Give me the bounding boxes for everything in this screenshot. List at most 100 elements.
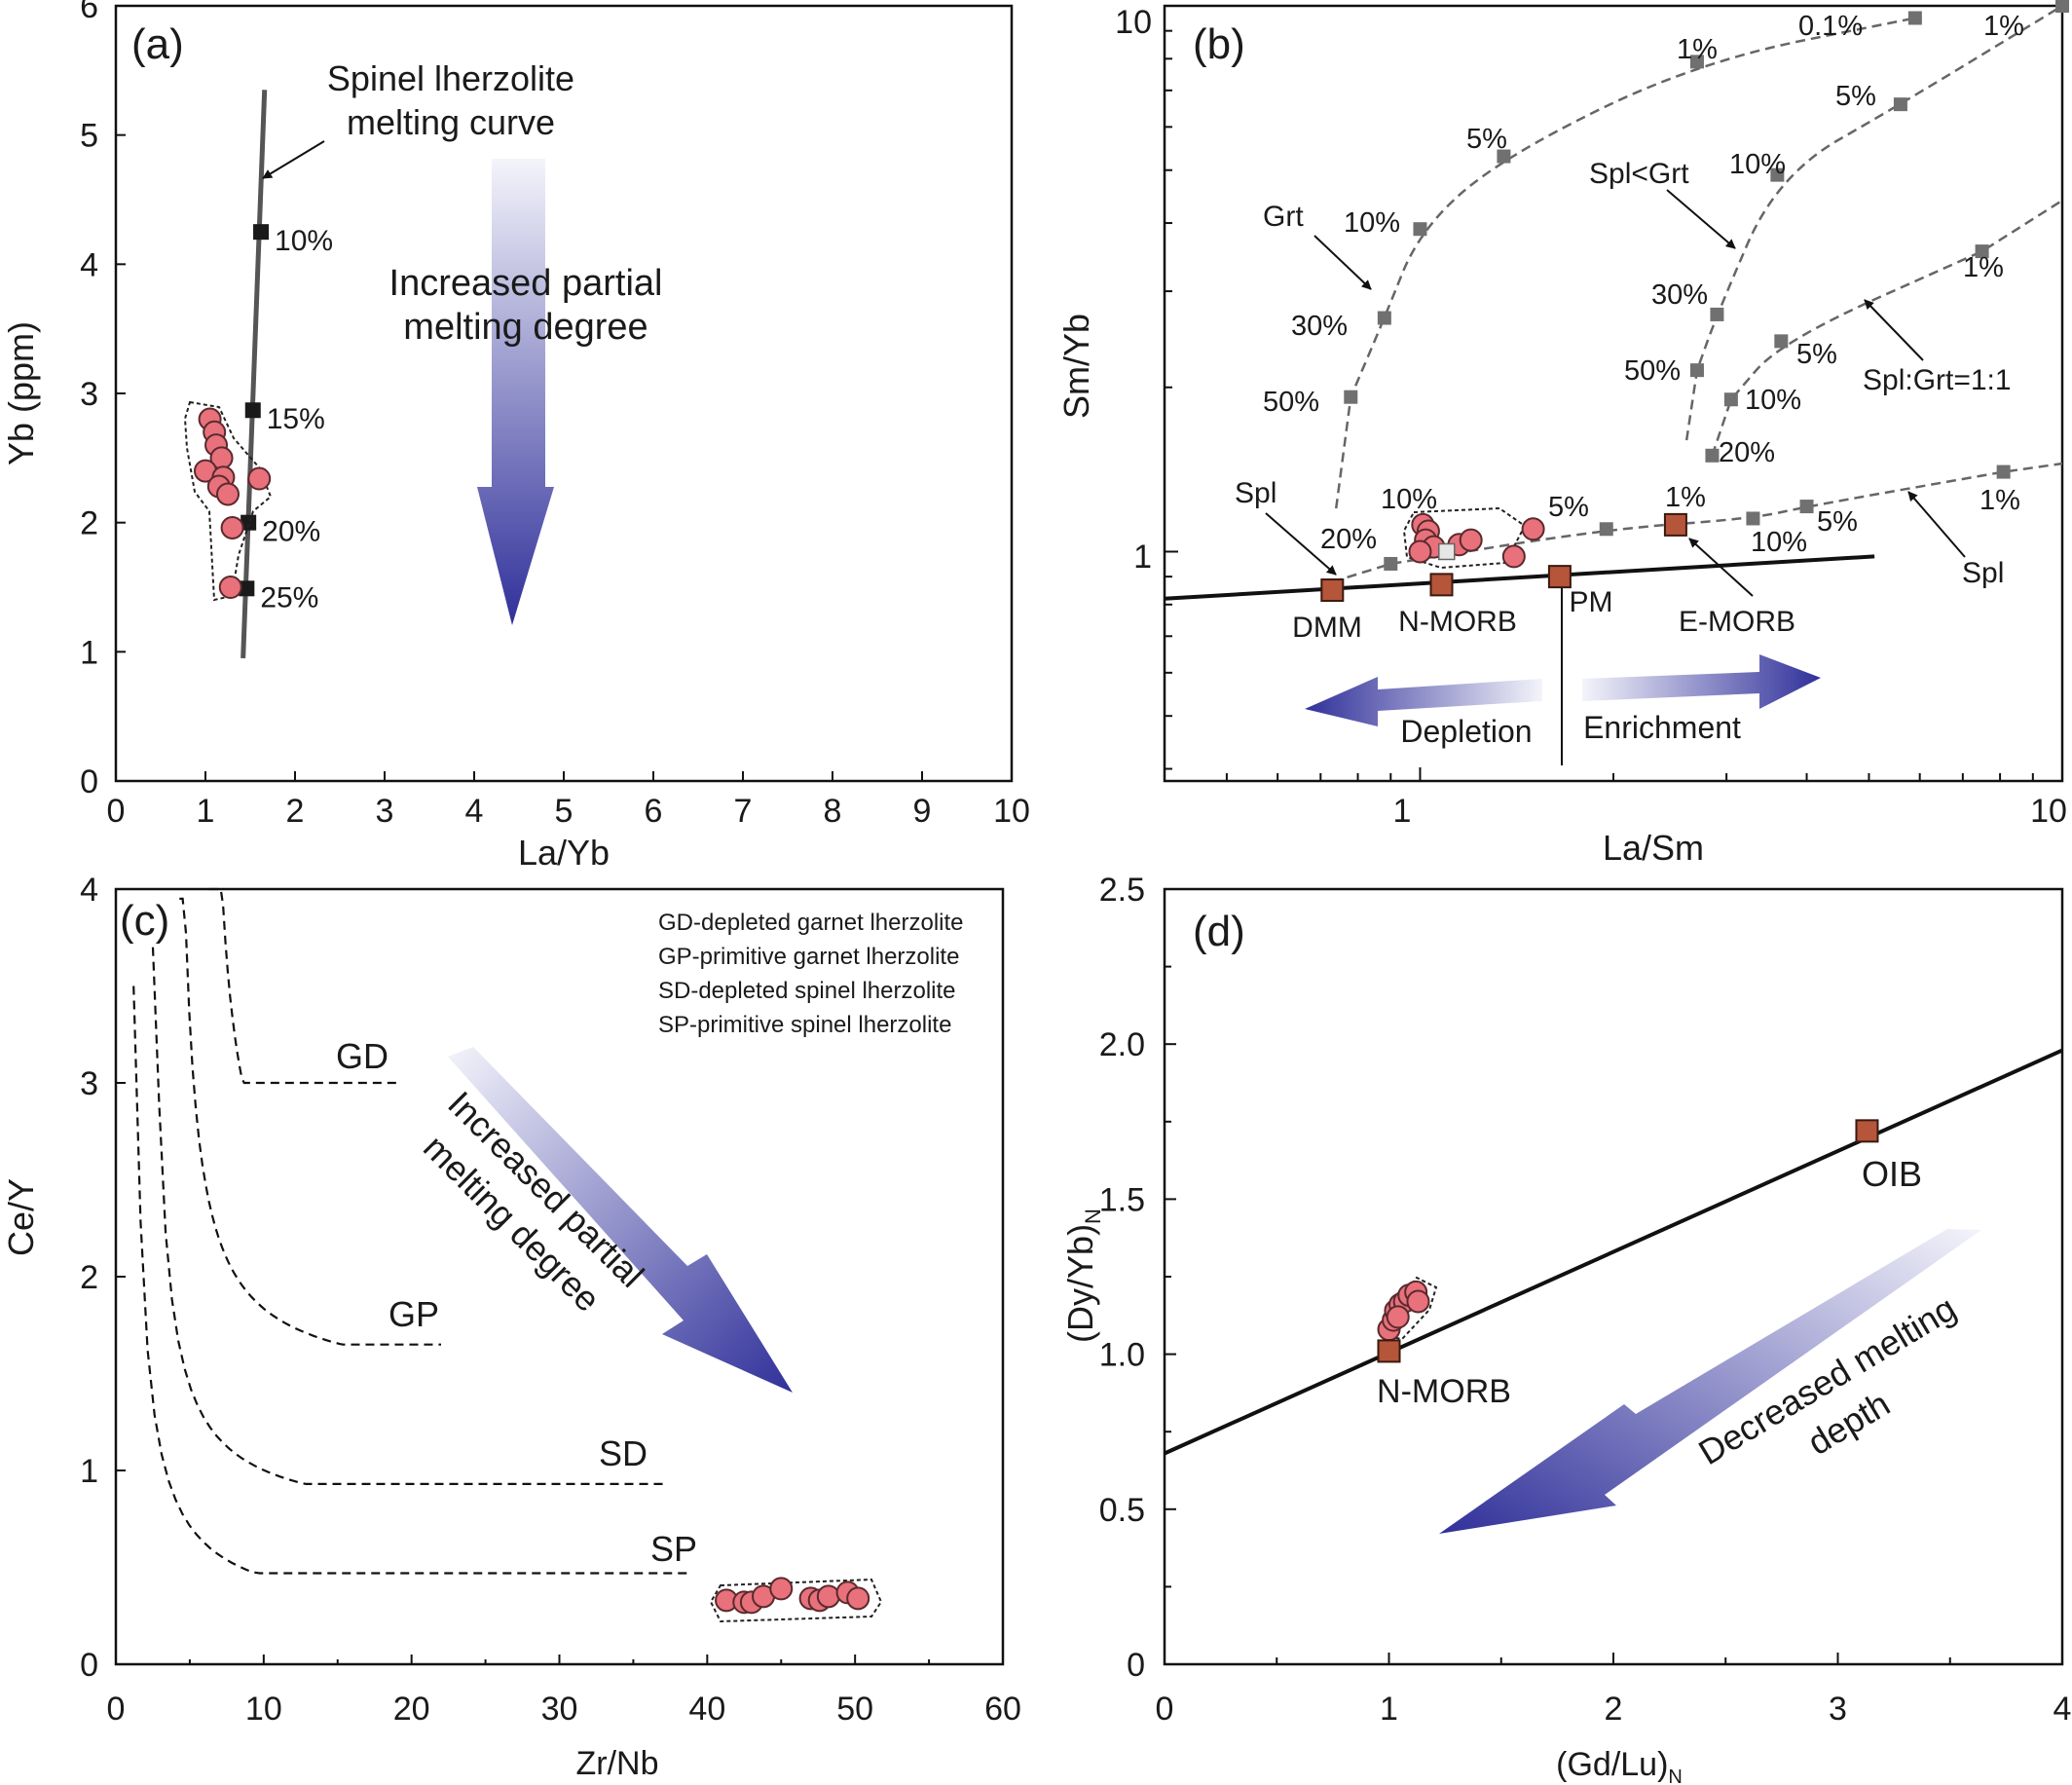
legend-gp: GP-primitive garnet lherzolite bbox=[658, 944, 959, 970]
spl-pointer-right bbox=[1907, 491, 1966, 558]
reservoir-marker bbox=[1377, 1339, 1401, 1363]
melting-tick-marker bbox=[240, 514, 257, 531]
grt-1-label: 1% bbox=[1677, 34, 1718, 65]
grt-curve-label: Grt bbox=[1263, 201, 1304, 233]
panel-d-x-label-main: (Gd/Lu) bbox=[1556, 1746, 1668, 1783]
panel-b: (b) La/Sm Sm/Yb 1 10 1 10 Grt Spl<Grt Sp… bbox=[1056, 0, 2069, 868]
panel-b-x-tick-10: 10 bbox=[2030, 793, 2067, 830]
panel-d-x-label-sub: N bbox=[1668, 1766, 1682, 1785]
curve-marker bbox=[1746, 511, 1760, 526]
pm-label: PM bbox=[1570, 586, 1613, 618]
curve-marker bbox=[1799, 500, 1814, 514]
melting-tick-label: 15% bbox=[267, 403, 325, 435]
panel-c-legend: GD-depleted garnet lherzolite GP-primiti… bbox=[658, 910, 964, 1038]
panel-a-y-ticks: 0 1 2 3 4 5 6 bbox=[80, 0, 126, 800]
curve-gp bbox=[179, 897, 441, 1346]
x-tick-label: 0 bbox=[107, 793, 126, 830]
y-tick-label: 3 bbox=[80, 376, 98, 413]
curve-marker bbox=[1774, 334, 1789, 349]
n-morb-label-b: N-MORB bbox=[1398, 606, 1517, 638]
panel-b-letter: (b) bbox=[1193, 20, 1245, 68]
panel-c-arrow bbox=[448, 1047, 793, 1393]
x-tick-label: 1 bbox=[197, 793, 215, 830]
sample-point bbox=[220, 515, 244, 539]
spl-grt-1-1-curve bbox=[1711, 199, 2063, 457]
y-tick-label: 0.5 bbox=[1099, 1492, 1145, 1529]
e-morb-pointer bbox=[1688, 538, 1754, 597]
melting-tick-label: 25% bbox=[260, 581, 318, 614]
y-tick-label: 2 bbox=[80, 505, 98, 542]
x-tick-label: 9 bbox=[913, 793, 932, 830]
panel-a-x-label: La/Yb bbox=[518, 833, 610, 873]
reservoir-marker bbox=[1663, 512, 1687, 537]
mantle-array-line bbox=[1164, 554, 1875, 601]
x-tick-label: 1 bbox=[1380, 1691, 1398, 1728]
sample-point bbox=[218, 576, 242, 599]
panel-a-samples bbox=[194, 407, 272, 599]
curve-marker bbox=[1689, 55, 1704, 69]
x-tick-label: 3 bbox=[1829, 1691, 1847, 1728]
panel-c-y-label: Ce/Y bbox=[1, 1178, 41, 1256]
melting-tick-marker bbox=[253, 224, 270, 241]
curve-marker bbox=[1599, 522, 1613, 537]
y-tick-label: 0 bbox=[80, 1647, 98, 1684]
x-tick-label: 3 bbox=[376, 793, 394, 830]
grt-50-label: 50% bbox=[1263, 387, 1319, 418]
spl-10-label: 10% bbox=[1381, 484, 1437, 515]
y-tick-label: 0 bbox=[80, 763, 98, 800]
x-tick-label: 10 bbox=[993, 793, 1030, 830]
reservoir-marker bbox=[1547, 565, 1572, 589]
panel-c: 0 10 20 30 40 50 60 0 1 2 3 4 (c) Zr/Nb Ce/Y GD-dep… bbox=[1, 872, 1021, 1782]
spl-20-label: 20% bbox=[1320, 524, 1377, 555]
sgt-10-label: 10% bbox=[1729, 149, 1786, 180]
x-tick-label: 2 bbox=[286, 793, 305, 830]
panel-a-arrow-label-1: Increased partial bbox=[389, 263, 663, 304]
sgt-30-label: 30% bbox=[1651, 279, 1708, 311]
curve-marker bbox=[1413, 222, 1427, 237]
reservoir-marker bbox=[1855, 1119, 1879, 1143]
panel-a-x-ticks: 0 1 2 3 4 5 6 7 8 9 10 bbox=[107, 771, 1030, 830]
spl-5-label: 5% bbox=[1548, 492, 1589, 523]
y-tick-label: 1.0 bbox=[1099, 1337, 1145, 1374]
n-morb-label-d: N-MORB bbox=[1377, 1373, 1511, 1410]
panel-a-y-label: Yb (ppm) bbox=[1, 321, 41, 465]
panel-b-ticks bbox=[1165, 5, 2063, 781]
y-tick-label: 6 bbox=[80, 0, 98, 25]
melting-curve-pointer bbox=[262, 140, 325, 179]
curve-marker bbox=[1996, 465, 2011, 479]
grt-30-label: 30% bbox=[1291, 311, 1348, 342]
panel-d-reservoirs bbox=[1377, 1119, 1879, 1363]
x-tick-label: 8 bbox=[824, 793, 842, 830]
oib-label: OIB bbox=[1862, 1154, 1922, 1194]
x-tick-label: 4 bbox=[465, 793, 484, 830]
spl-grt-1-1-curve-label: Spl:Grt=1:1 bbox=[1863, 364, 2012, 396]
curve-sd bbox=[151, 947, 663, 1485]
panel-c-curves bbox=[132, 887, 693, 1575]
spl-curve-label-left: Spl bbox=[1235, 477, 1276, 509]
gd-label: GD bbox=[336, 1036, 388, 1076]
melting-tick-marker bbox=[239, 580, 255, 597]
enrichment-label: Enrichment bbox=[1583, 710, 1741, 745]
curve-marker bbox=[1377, 311, 1391, 325]
x-tick-label: 30 bbox=[541, 1691, 578, 1728]
panel-a-sample-field bbox=[183, 400, 273, 602]
curve-marker bbox=[1705, 448, 1720, 463]
e-morb-label: E-MORB bbox=[1679, 606, 1795, 638]
spl-10b-label: 10% bbox=[1751, 527, 1807, 558]
s11-10-label: 10% bbox=[1745, 385, 1801, 416]
panel-d-letter: (d) bbox=[1193, 908, 1245, 955]
panel-b-y-tick-1: 1 bbox=[1133, 539, 1152, 576]
x-tick-label: 50 bbox=[836, 1691, 873, 1728]
panel-c-x-label: Zr/Nb bbox=[576, 1745, 659, 1782]
panel-d-arrow bbox=[1439, 1229, 1981, 1534]
panel-b-x-tick-1: 1 bbox=[1393, 793, 1412, 830]
reservoir-marker bbox=[1320, 578, 1345, 603]
y-tick-label: 1 bbox=[80, 634, 98, 671]
y-tick-label: 1.5 bbox=[1099, 1181, 1145, 1218]
curve-marker bbox=[1893, 97, 1907, 112]
gp-label: GP bbox=[388, 1294, 439, 1334]
curve-marker bbox=[1710, 307, 1724, 321]
grt-5-label: 5% bbox=[1466, 124, 1507, 155]
panel-d-samples bbox=[1377, 1280, 1430, 1342]
curve-marker bbox=[1497, 149, 1511, 164]
